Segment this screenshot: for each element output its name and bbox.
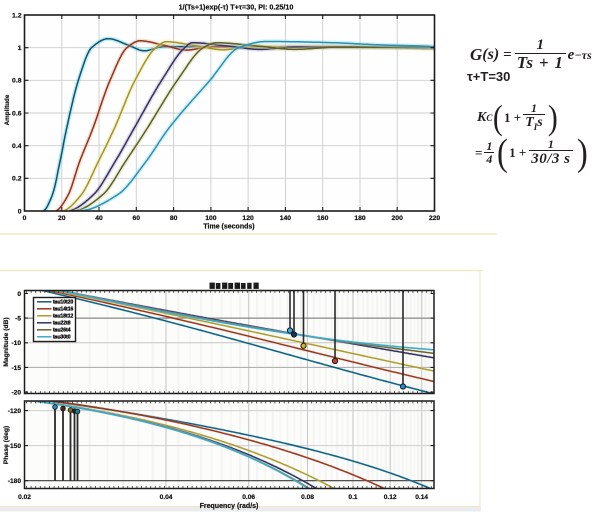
svg-text:160: 160 [317,215,329,222]
svg-text:1.2: 1.2 [12,12,22,19]
svg-text:0: 0 [23,215,27,222]
svg-text:-180: -180 [8,478,22,485]
svg-text:0.12: 0.12 [384,494,397,501]
svg-text:220: 220 [429,215,441,222]
svg-text:tau10t20: tau10t20 [53,300,74,306]
svg-text:-120: -120 [8,408,22,415]
svg-text:Phase (deg): Phase (deg) [3,426,10,465]
svg-text:Frequency (rad/s): Frequency (rad/s) [200,503,259,510]
svg-text:Amplitude: Amplitude [4,94,11,125]
svg-text:0.04: 0.04 [160,494,173,501]
svg-text:tau18t12: tau18t12 [53,314,74,320]
svg-text:180: 180 [354,215,366,222]
svg-text:20: 20 [58,215,66,222]
svg-text:tau22t8: tau22t8 [53,321,71,327]
svg-text:-10: -10 [11,340,21,347]
svg-text:1/(Ts+1)exp(-τ) T+τ=30, PI:: 1/(Ts+1)exp(-τ) T+τ=30, PI: 0.25/10 [179,3,294,12]
svg-text:-20: -20 [11,390,21,397]
svg-text:0.4: 0.4 [12,143,22,150]
svg-text:60: 60 [133,215,141,222]
svg-text:tau14t16: tau14t16 [53,307,74,313]
svg-text:0.08: 0.08 [301,494,314,501]
svg-text:-5: -5 [15,316,21,323]
svg-text:0.2: 0.2 [12,176,22,183]
svg-text:Magnitude (dB): Magnitude (dB) [3,317,10,366]
svg-text:tau30t0: tau30t0 [53,335,71,341]
svg-text:200: 200 [392,215,404,222]
svg-text:120: 120 [242,215,254,222]
svg-text:0.14: 0.14 [415,494,428,501]
svg-text:0.02: 0.02 [18,494,31,501]
svg-text:0.06: 0.06 [242,494,255,501]
svg-text:-150: -150 [8,443,22,450]
svg-text:0.8: 0.8 [12,78,22,85]
svg-text:-15: -15 [11,365,21,372]
svg-text:40: 40 [95,215,103,222]
svg-text:140: 140 [280,215,292,222]
svg-text:1: 1 [18,45,22,52]
svg-text:Time (seconds): Time (seconds) [203,224,254,231]
svg-text:0.6: 0.6 [12,110,22,117]
svg-text:0: 0 [18,208,22,215]
svg-text:0.1: 0.1 [348,494,357,501]
svg-text:0: 0 [17,291,21,298]
svg-text:tau26t4: tau26t4 [53,328,71,334]
svg-text:100: 100 [205,215,217,222]
svg-text:80: 80 [170,215,178,222]
